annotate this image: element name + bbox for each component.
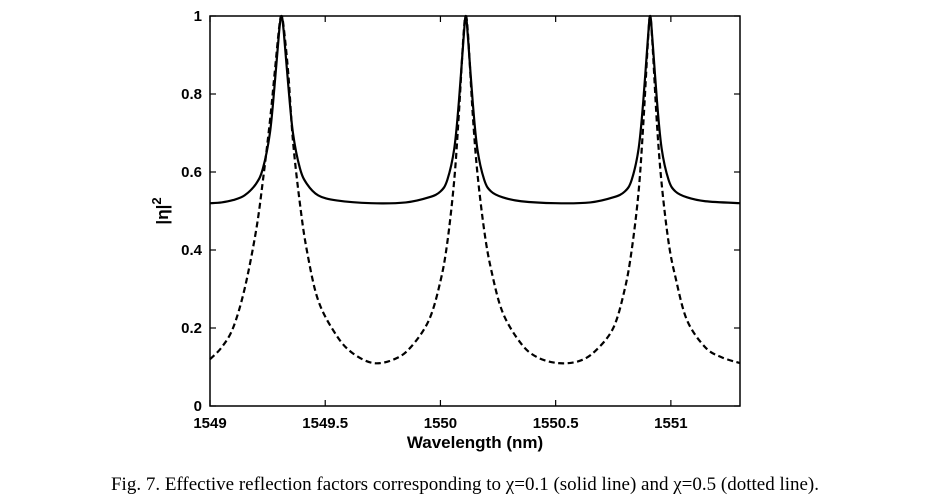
- dotted-series-line: [209, 14, 741, 365]
- plot-frame: [209, 15, 741, 407]
- y-tick-label: 0.6: [181, 164, 202, 181]
- svg-text:|η|2: |η|2: [149, 197, 172, 224]
- x-axis-label: Wavelength (nm): [407, 433, 543, 452]
- y-axis-label-base: |η|: [153, 205, 172, 225]
- x-tick-label: 1549.5: [302, 415, 348, 432]
- chart: 1549 1549.5 1550 1550.5 1551 0 0.2 0.4 0.6 0.8 1 W…: [149, 8, 741, 452]
- y-axis-label: |η|2: [149, 197, 172, 224]
- y-tick-label: 0.8: [181, 86, 202, 103]
- x-tick-label: 1550.5: [533, 415, 579, 432]
- x-tick-label: 1550: [424, 415, 457, 432]
- figure-caption: Fig. 7. Effective reflection factors cor…: [110, 474, 820, 495]
- y-tick-label: 0.2: [181, 320, 202, 337]
- x-tick-label: 1549: [193, 415, 226, 432]
- y-axis-label-exponent: 2: [149, 197, 164, 204]
- y-tick-label: 0: [194, 398, 202, 415]
- x-tick-label: 1551: [654, 415, 687, 432]
- axis-ticks: 1549 1549.5 1550 1550.5 1551 0 0.2 0.4 0.6 0.8 1: [181, 8, 740, 432]
- y-tick-label: 0.4: [181, 242, 203, 259]
- series-group: [209, 14, 741, 365]
- y-tick-label: 1: [194, 8, 202, 25]
